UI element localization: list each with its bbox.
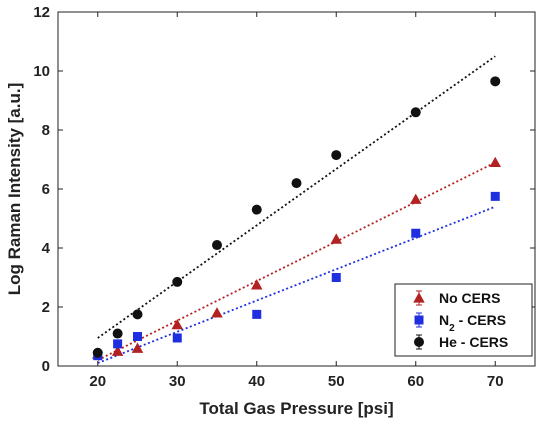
x-tick-label: 60 [407,373,424,390]
data-point-1-3 [172,333,182,343]
legend-marker-0 [413,292,425,303]
data-point-0-7 [410,193,422,204]
data-point-2-0 [92,347,103,358]
legend-marker-2 [414,337,424,347]
data-point-1-5 [331,273,341,282]
data-point-0-4 [211,307,223,318]
data-point-1-1 [113,339,123,349]
x-axis-label: Total Gas Pressure [psi] [199,399,393,418]
data-point-2-8 [410,107,421,118]
data-markers [92,76,501,361]
data-point-0-6 [330,233,342,244]
y-tick-label: 12 [33,4,50,21]
y-tick-label: 6 [42,181,50,198]
legend-marker-1 [414,315,424,325]
legend-label-0: No CERS [439,290,500,306]
data-point-0-2 [131,342,144,353]
x-tick-label: 30 [169,373,186,390]
x-tick-label: 40 [248,373,265,390]
data-point-2-1 [112,328,123,339]
fit-line-1 [97,205,496,364]
data-point-0-5 [251,279,263,290]
legend-label-2: He - CERS [439,334,508,350]
data-point-0-8 [489,156,501,168]
x-axis: 20 30 40 50 60 70 [89,12,504,390]
data-point-2-7 [331,150,342,161]
data-point-2-9 [490,76,501,87]
data-point-2-6 [291,178,302,189]
data-point-1-4 [252,309,262,319]
y-tick-label: 8 [42,122,50,139]
data-point-0-1 [111,345,124,356]
data-point-2-5 [251,204,262,215]
fit-line-0 [97,161,496,361]
data-point-2-2 [132,309,143,320]
x-tick-label: 70 [487,373,504,390]
data-point-2-3 [172,276,183,287]
y-tick-label: 0 [42,358,50,375]
y-tick-label: 10 [33,63,50,80]
legend-label-1: N2 - CERS [439,312,506,334]
y-axis: 0 2 4 6 8 10 12 [33,4,535,375]
x-tick-label: 50 [328,373,345,390]
data-point-1-7 [490,191,500,201]
x-tick-label: 20 [89,373,106,390]
data-point-1-2 [133,332,142,341]
fit-line-2 [97,55,496,339]
y-axis-label: Log Raman Intensity [a.u.] [5,83,24,296]
fit-lines [97,55,496,364]
y-tick-label: 2 [42,299,50,316]
data-point-1-6 [411,228,421,238]
data-point-2-4 [212,240,222,251]
data-point-0-3 [171,318,183,330]
y-tick-label: 4 [42,240,51,257]
